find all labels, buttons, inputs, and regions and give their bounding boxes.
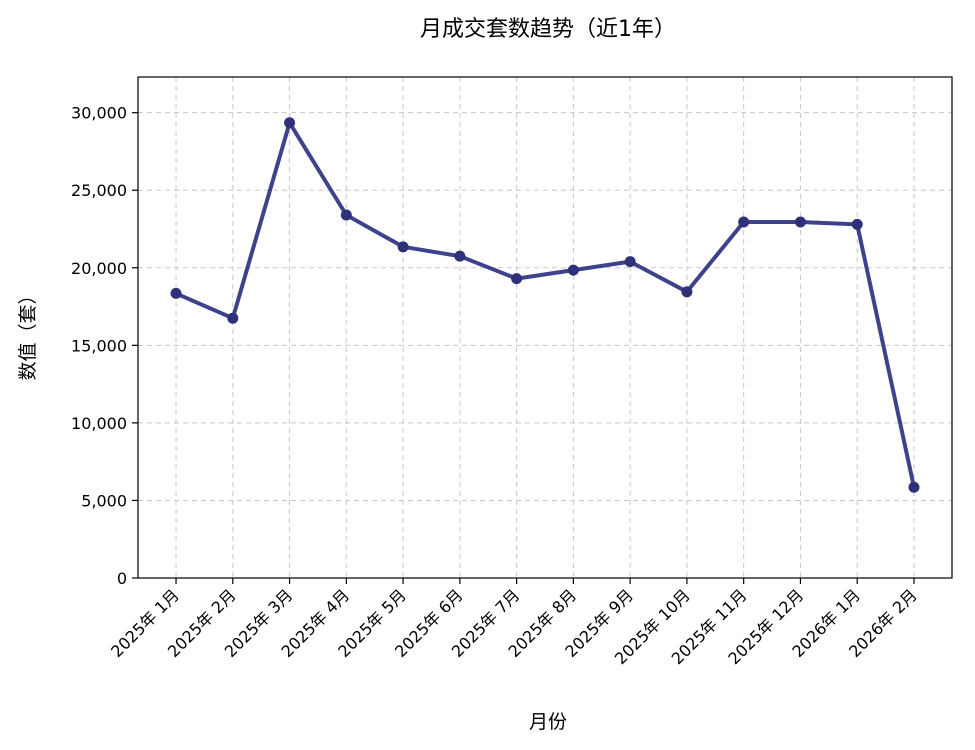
chart-title: 月成交套数趋势（近1年） — [420, 17, 676, 42]
data-point — [681, 286, 693, 298]
data-point — [624, 256, 636, 268]
series — [170, 117, 920, 493]
x-axis-label: 月份 — [529, 711, 567, 733]
data-point — [227, 312, 239, 324]
y-tick-label: 25,000 — [71, 181, 127, 200]
data-point — [851, 218, 863, 230]
data-point — [397, 241, 409, 253]
data-point — [454, 250, 466, 262]
data-point — [908, 481, 920, 493]
data-point — [738, 216, 750, 228]
y-tick-label: 20,000 — [71, 259, 127, 278]
y-tick-label: 30,000 — [71, 104, 127, 123]
data-point — [284, 117, 296, 129]
data-point — [567, 264, 579, 276]
y-tick-label: 15,000 — [71, 336, 127, 355]
y-axis-label: 数值（套） — [17, 285, 39, 380]
series-line — [174, 120, 916, 490]
data-point — [511, 273, 523, 285]
data-point — [170, 287, 182, 299]
data-point — [794, 216, 806, 228]
axes: 05,00010,00015,00020,00025,00030,0002025… — [71, 76, 953, 668]
y-tick-label: 5,000 — [81, 491, 127, 510]
plot-frame — [137, 76, 953, 579]
y-tick-label: 10,000 — [71, 414, 127, 433]
y-tick-label: 0 — [117, 569, 127, 588]
grid — [138, 77, 952, 578]
data-point — [340, 209, 352, 221]
